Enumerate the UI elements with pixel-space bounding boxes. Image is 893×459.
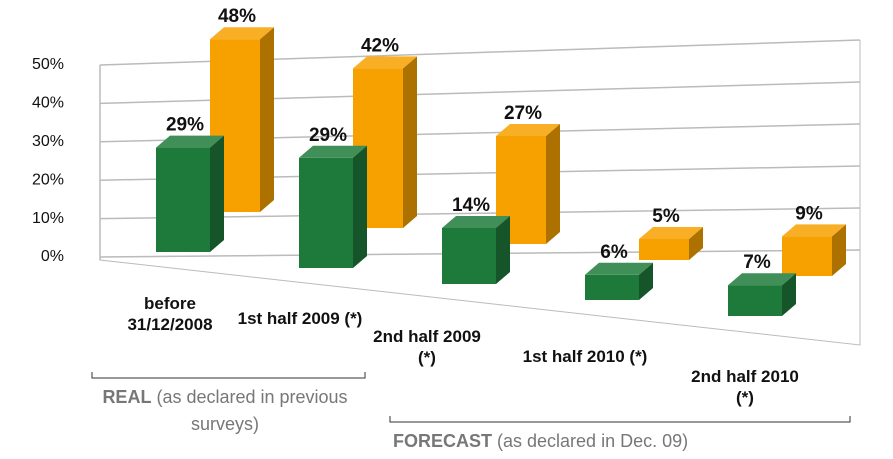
bar-side — [403, 56, 417, 229]
data-label: 42% — [361, 35, 399, 56]
bar-top — [353, 56, 417, 69]
bar-side — [260, 27, 274, 213]
bar — [442, 228, 496, 284]
y-tick-label: 30% — [32, 133, 64, 150]
bracket-real — [91, 372, 366, 379]
grid-line — [99, 207, 861, 220]
bar-side — [639, 262, 653, 300]
bar — [639, 239, 689, 260]
data-label: 6% — [600, 242, 628, 263]
annotation-label: REAL — [102, 387, 152, 407]
data-label: 5% — [652, 206, 680, 227]
data-label: 48% — [218, 6, 256, 27]
bar-side — [496, 216, 510, 284]
bar — [782, 236, 832, 276]
bar-top — [156, 135, 224, 148]
bar — [299, 157, 353, 268]
data-label: 14% — [452, 195, 490, 216]
x-tick-label: 1st half 2009 (*) — [237, 309, 363, 328]
annotation-label: FORECAST — [393, 431, 492, 451]
bar-top — [210, 27, 274, 40]
bar-top — [496, 124, 560, 136]
bar-top — [585, 262, 653, 275]
bar — [156, 147, 210, 252]
bar-side — [689, 227, 703, 260]
bar-side — [353, 145, 367, 268]
y-tick-label: 50% — [32, 56, 64, 73]
annotation-forecast: FORECAST (as declared in Dec. 09) — [393, 428, 853, 455]
bar-top — [442, 216, 510, 228]
bar-top — [639, 227, 703, 239]
data-label: 29% — [309, 125, 347, 146]
y-tick-label: 10% — [32, 210, 64, 227]
bar-side — [546, 124, 560, 244]
y-tick-label: 0% — [41, 248, 64, 265]
annotation-real: REAL (as declared in previous surveys) — [100, 384, 350, 438]
bar-top — [782, 224, 846, 237]
data-label: 29% — [166, 115, 204, 136]
annotation-text: (as declared in previous surveys) — [156, 387, 348, 434]
data-label: 9% — [795, 203, 823, 224]
y-tick-label: 40% — [32, 95, 64, 112]
bar-top — [728, 273, 796, 286]
bar-side — [782, 273, 796, 316]
bracket-forecast — [389, 416, 851, 423]
bar-side — [210, 135, 224, 252]
bar-top — [299, 145, 367, 158]
data-label: 27% — [504, 103, 542, 124]
annotation-text: (as declared in Dec. 09) — [497, 431, 689, 451]
x-tick-label: 2nd half 2010 (*) — [691, 367, 799, 407]
y-tick-label: 20% — [32, 171, 64, 188]
x-tick-label: before 31/12/2008 — [127, 294, 213, 334]
x-tick-label: 2nd half 2009 (*) — [373, 327, 481, 367]
x-tick-label: 1st half 2010 (*) — [522, 347, 648, 366]
bar — [585, 274, 639, 300]
bar — [728, 285, 782, 316]
bar-side — [832, 224, 846, 276]
data-label: 7% — [743, 252, 771, 273]
